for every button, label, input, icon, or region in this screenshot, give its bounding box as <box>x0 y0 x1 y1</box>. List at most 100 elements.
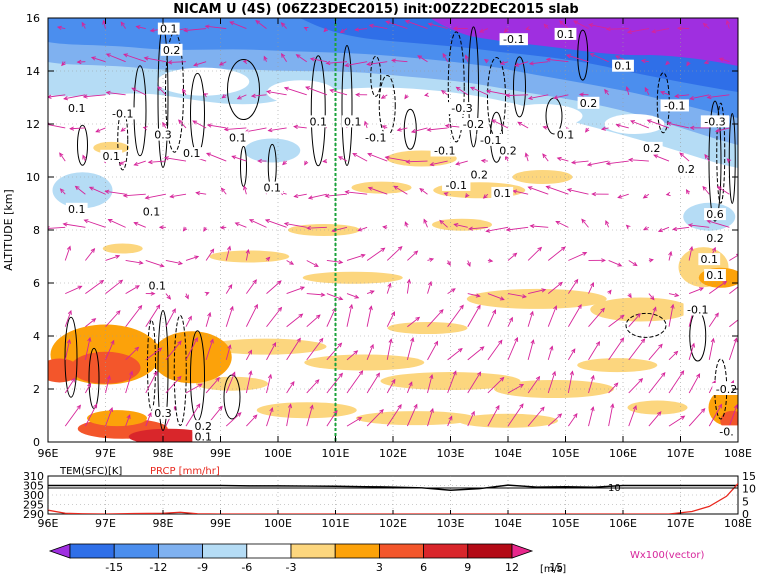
wind-vector <box>629 159 649 162</box>
wind-vector-head <box>184 294 189 300</box>
colorbar-segment <box>69 543 115 559</box>
wind-vector <box>346 293 359 299</box>
wind-vector <box>707 94 730 99</box>
wind-vector-head <box>303 27 309 31</box>
wind-vector <box>48 124 66 129</box>
surface-x-label: 108E <box>724 517 752 530</box>
wind-vector <box>507 403 524 427</box>
wind-vector <box>527 376 540 394</box>
wind-vector-head <box>133 161 139 166</box>
wind-vector-head <box>158 225 164 230</box>
wind-vector <box>529 61 549 65</box>
wind-vector-head <box>415 316 421 322</box>
shade-positive <box>432 218 492 231</box>
wind-vector-head <box>726 158 732 163</box>
wind-vector <box>608 260 622 267</box>
wind-vector <box>305 86 328 96</box>
wind-vector-head <box>424 92 429 97</box>
shade-positive <box>380 372 521 391</box>
contour-line <box>77 124 88 166</box>
wind-vector-head <box>672 226 678 232</box>
surface-x-label: 98E <box>153 517 174 530</box>
wind-vector-head <box>157 86 162 91</box>
wind-vector-head <box>231 155 237 160</box>
wind-vector <box>604 89 609 96</box>
contour-label-bg <box>497 144 519 157</box>
wind-vector <box>486 90 509 96</box>
wind-vector-head <box>63 96 69 101</box>
wind-vector-head <box>298 313 304 318</box>
wind-vector-head <box>426 127 432 132</box>
wind-vector-head <box>476 304 481 310</box>
wind-vector <box>306 405 313 427</box>
wind-vector <box>608 337 624 361</box>
contour-label-bg <box>675 163 698 176</box>
wind-vector-head <box>419 187 425 193</box>
wind-vector <box>393 185 408 195</box>
wind-vector-head <box>679 152 685 157</box>
wind-vector <box>232 155 247 162</box>
wind-vector <box>668 351 678 361</box>
wind-vector <box>85 248 95 261</box>
wind-vector-head <box>368 23 374 29</box>
wind-vector-head <box>322 158 328 164</box>
wind-vector <box>469 226 488 230</box>
wind-vector-head <box>194 255 200 260</box>
contour-line <box>728 112 736 204</box>
wind-vector-head <box>499 296 505 301</box>
shade-positive <box>256 402 357 419</box>
wind-vector <box>513 190 529 195</box>
wind-vector <box>729 254 738 261</box>
contour-label-bg <box>660 99 689 112</box>
colorbar-label: 3 <box>376 561 383 574</box>
contour-label: 0.1 <box>310 115 328 128</box>
wind-vector-head <box>689 245 694 251</box>
contour-line <box>468 26 479 148</box>
wind-vector-head <box>105 53 111 58</box>
wind-vector-head <box>156 304 161 310</box>
wind-vector <box>345 191 368 195</box>
wind-vector-head <box>143 56 149 61</box>
wind-vector <box>326 293 343 300</box>
wind-vector-head <box>116 310 121 315</box>
wind-vector-head <box>265 256 271 262</box>
wind-vector <box>571 160 589 164</box>
contour-label-bg <box>192 420 215 433</box>
contour-label: -0.1 <box>446 179 467 192</box>
wind-vector-head <box>329 88 335 94</box>
wind-vector <box>528 186 549 195</box>
wind-vector-head <box>357 227 363 232</box>
wind-vector-head <box>177 340 182 346</box>
wind-vector-head <box>674 292 680 298</box>
wind-vector-head <box>628 157 633 163</box>
wind-vector <box>145 412 152 427</box>
wind-vector-head <box>610 403 615 409</box>
wind-vector <box>546 186 569 195</box>
wind-vector <box>346 350 358 361</box>
wind-vector-head <box>226 245 232 251</box>
wind-vector <box>729 286 738 294</box>
wind-vector <box>467 346 485 361</box>
wind-vector-head <box>105 90 111 95</box>
wind-vector <box>708 281 727 294</box>
wind-vector-head <box>163 156 169 161</box>
wind-vector <box>60 188 66 195</box>
wind-vector-head <box>276 280 282 285</box>
wind-vector <box>381 94 388 99</box>
wind-vector-head <box>83 219 89 224</box>
wind-vector-head <box>551 370 557 376</box>
wind-vector <box>605 220 610 228</box>
wind-vector-head <box>171 308 176 314</box>
wind-vector-head <box>659 90 665 95</box>
wind-vector-head <box>590 282 594 287</box>
wind-vector <box>618 193 629 199</box>
contour-line <box>227 59 260 121</box>
wind-vector <box>346 254 365 261</box>
wind-vector <box>467 305 481 327</box>
wind-vector-head <box>250 93 256 98</box>
wind-vector <box>447 288 456 294</box>
wind-vector <box>547 246 566 261</box>
wind-vector-head <box>82 94 88 99</box>
surface-x-label: 99E <box>210 517 231 530</box>
wind-vector-head <box>369 290 375 295</box>
